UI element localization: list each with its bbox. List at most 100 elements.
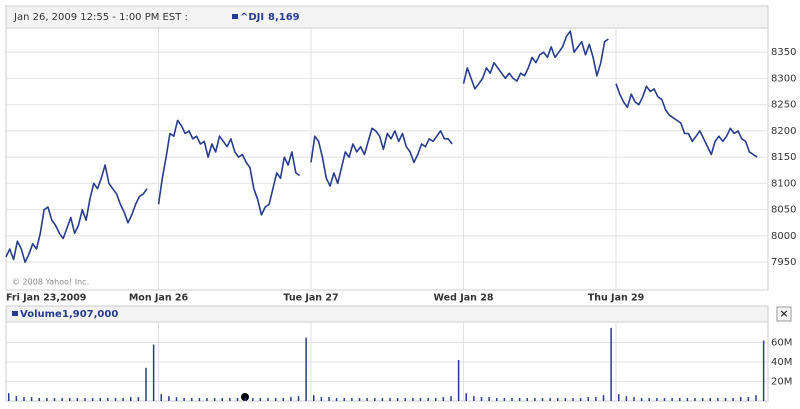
volume-bar: [671, 398, 673, 401]
y-tick-label: 40M: [771, 357, 792, 368]
x-tick-label: Fri Jan 23,2009: [6, 293, 86, 304]
volume-bar: [717, 398, 719, 401]
copyright: © 2008 Yahoo! Inc.: [12, 278, 89, 287]
legend-name: ^DJI: [240, 12, 264, 23]
volume-bar: [152, 344, 155, 401]
legend-swatch: [12, 311, 18, 316]
volume-bar: [396, 398, 399, 401]
volume-bar: [236, 398, 239, 401]
y-tick-label: 20M: [771, 376, 792, 387]
volume-bar: [473, 396, 475, 401]
volume-bar: [686, 398, 689, 401]
volume-bar: [679, 398, 681, 401]
volume-bar: [290, 397, 292, 401]
volume-bar: [480, 397, 483, 401]
volume-bar: [46, 398, 48, 401]
volume-bar: [549, 398, 551, 401]
y-tick-label: 8200: [771, 126, 796, 137]
volume-bar: [191, 398, 193, 401]
volume-bar: [23, 397, 25, 401]
volume-bar: [595, 397, 597, 401]
volume-bar: [114, 398, 117, 401]
volume-bar: [53, 398, 56, 401]
price-line: [5, 30, 758, 263]
plot-frame: [5, 27, 769, 291]
y-tick-label: 8300: [771, 73, 796, 84]
volume-bar: [91, 398, 94, 401]
volume-bar: [572, 398, 574, 401]
legend-value: 8,169: [268, 12, 300, 23]
volume-bar: [145, 367, 147, 401]
cursor-dot: [241, 393, 249, 401]
legend-value: 1,907,000: [62, 309, 118, 320]
close-icon[interactable]: ×: [779, 307, 788, 320]
volume-bar: [343, 398, 345, 401]
volume-bar: [213, 398, 216, 401]
volume-bar: [602, 395, 605, 401]
volume-bar: [663, 398, 666, 401]
volume-bar: [38, 398, 40, 401]
volume-bar: [335, 398, 338, 401]
volume-bar: [465, 393, 467, 401]
volume-bar: [267, 398, 269, 401]
volume-bar: [450, 396, 452, 401]
volume-bar: [381, 398, 384, 401]
volume-bar: [412, 398, 414, 401]
volume-bar: [488, 397, 490, 401]
volume-bar: [579, 398, 582, 401]
volume-bar: [297, 396, 300, 401]
volume-bar: [762, 340, 765, 401]
volume-bar: [610, 327, 612, 401]
volume-bar: [252, 398, 254, 401]
volume-bar: [198, 398, 201, 401]
legend-swatch: [232, 14, 238, 19]
volume-bar: [229, 398, 231, 401]
volume-bar: [76, 398, 79, 401]
volume-bar: [358, 398, 361, 401]
volume-bar: [740, 397, 742, 401]
volume-bar: [503, 398, 506, 401]
y-tick-label: 60M: [771, 337, 792, 348]
volume-bar: [648, 398, 650, 401]
volume-bar: [175, 397, 178, 401]
volume-bar: [30, 397, 33, 401]
y-tick-label: 7950: [771, 257, 796, 268]
volume-bar: [747, 397, 750, 401]
volume-header: [5, 305, 769, 323]
volume-bar: [724, 398, 727, 401]
volume-bar: [107, 398, 109, 401]
close-button[interactable]: [776, 306, 792, 322]
volume-bar: [511, 398, 513, 401]
volume-bar: [320, 397, 323, 401]
volume-bar: [259, 398, 262, 401]
volume-bar: [694, 398, 696, 401]
volume-bar: [351, 398, 353, 401]
volume-bar: [274, 398, 277, 401]
volume-bar: [640, 398, 643, 401]
volume-bar: [183, 398, 185, 401]
y-tick-label: 8000: [771, 231, 796, 242]
volume-bar: [404, 398, 406, 401]
y-tick-label: 8050: [771, 205, 796, 216]
volume-bar: [526, 398, 528, 401]
y-tick-label: 8100: [771, 178, 796, 189]
x-tick-label: Thu Jan 29: [588, 293, 645, 304]
volume-bar: [709, 398, 711, 401]
volume-bar: [69, 398, 71, 401]
volume-bar: [701, 398, 704, 401]
volume-bar: [244, 398, 246, 401]
volume-bar: [313, 395, 315, 401]
volume-bar: [366, 398, 368, 401]
volume-bar: [84, 398, 86, 401]
volume-bar: [496, 398, 498, 401]
volume-bar: [305, 337, 307, 401]
volume-bar: [374, 398, 376, 401]
x-tick-label: Tue Jan 27: [283, 293, 338, 304]
volume-bar: [427, 398, 429, 401]
volume-bar: [442, 397, 445, 401]
volume-bar: [557, 398, 559, 401]
y-tick-label: 8150: [771, 152, 796, 163]
y-tick-label: 8250: [771, 100, 796, 111]
